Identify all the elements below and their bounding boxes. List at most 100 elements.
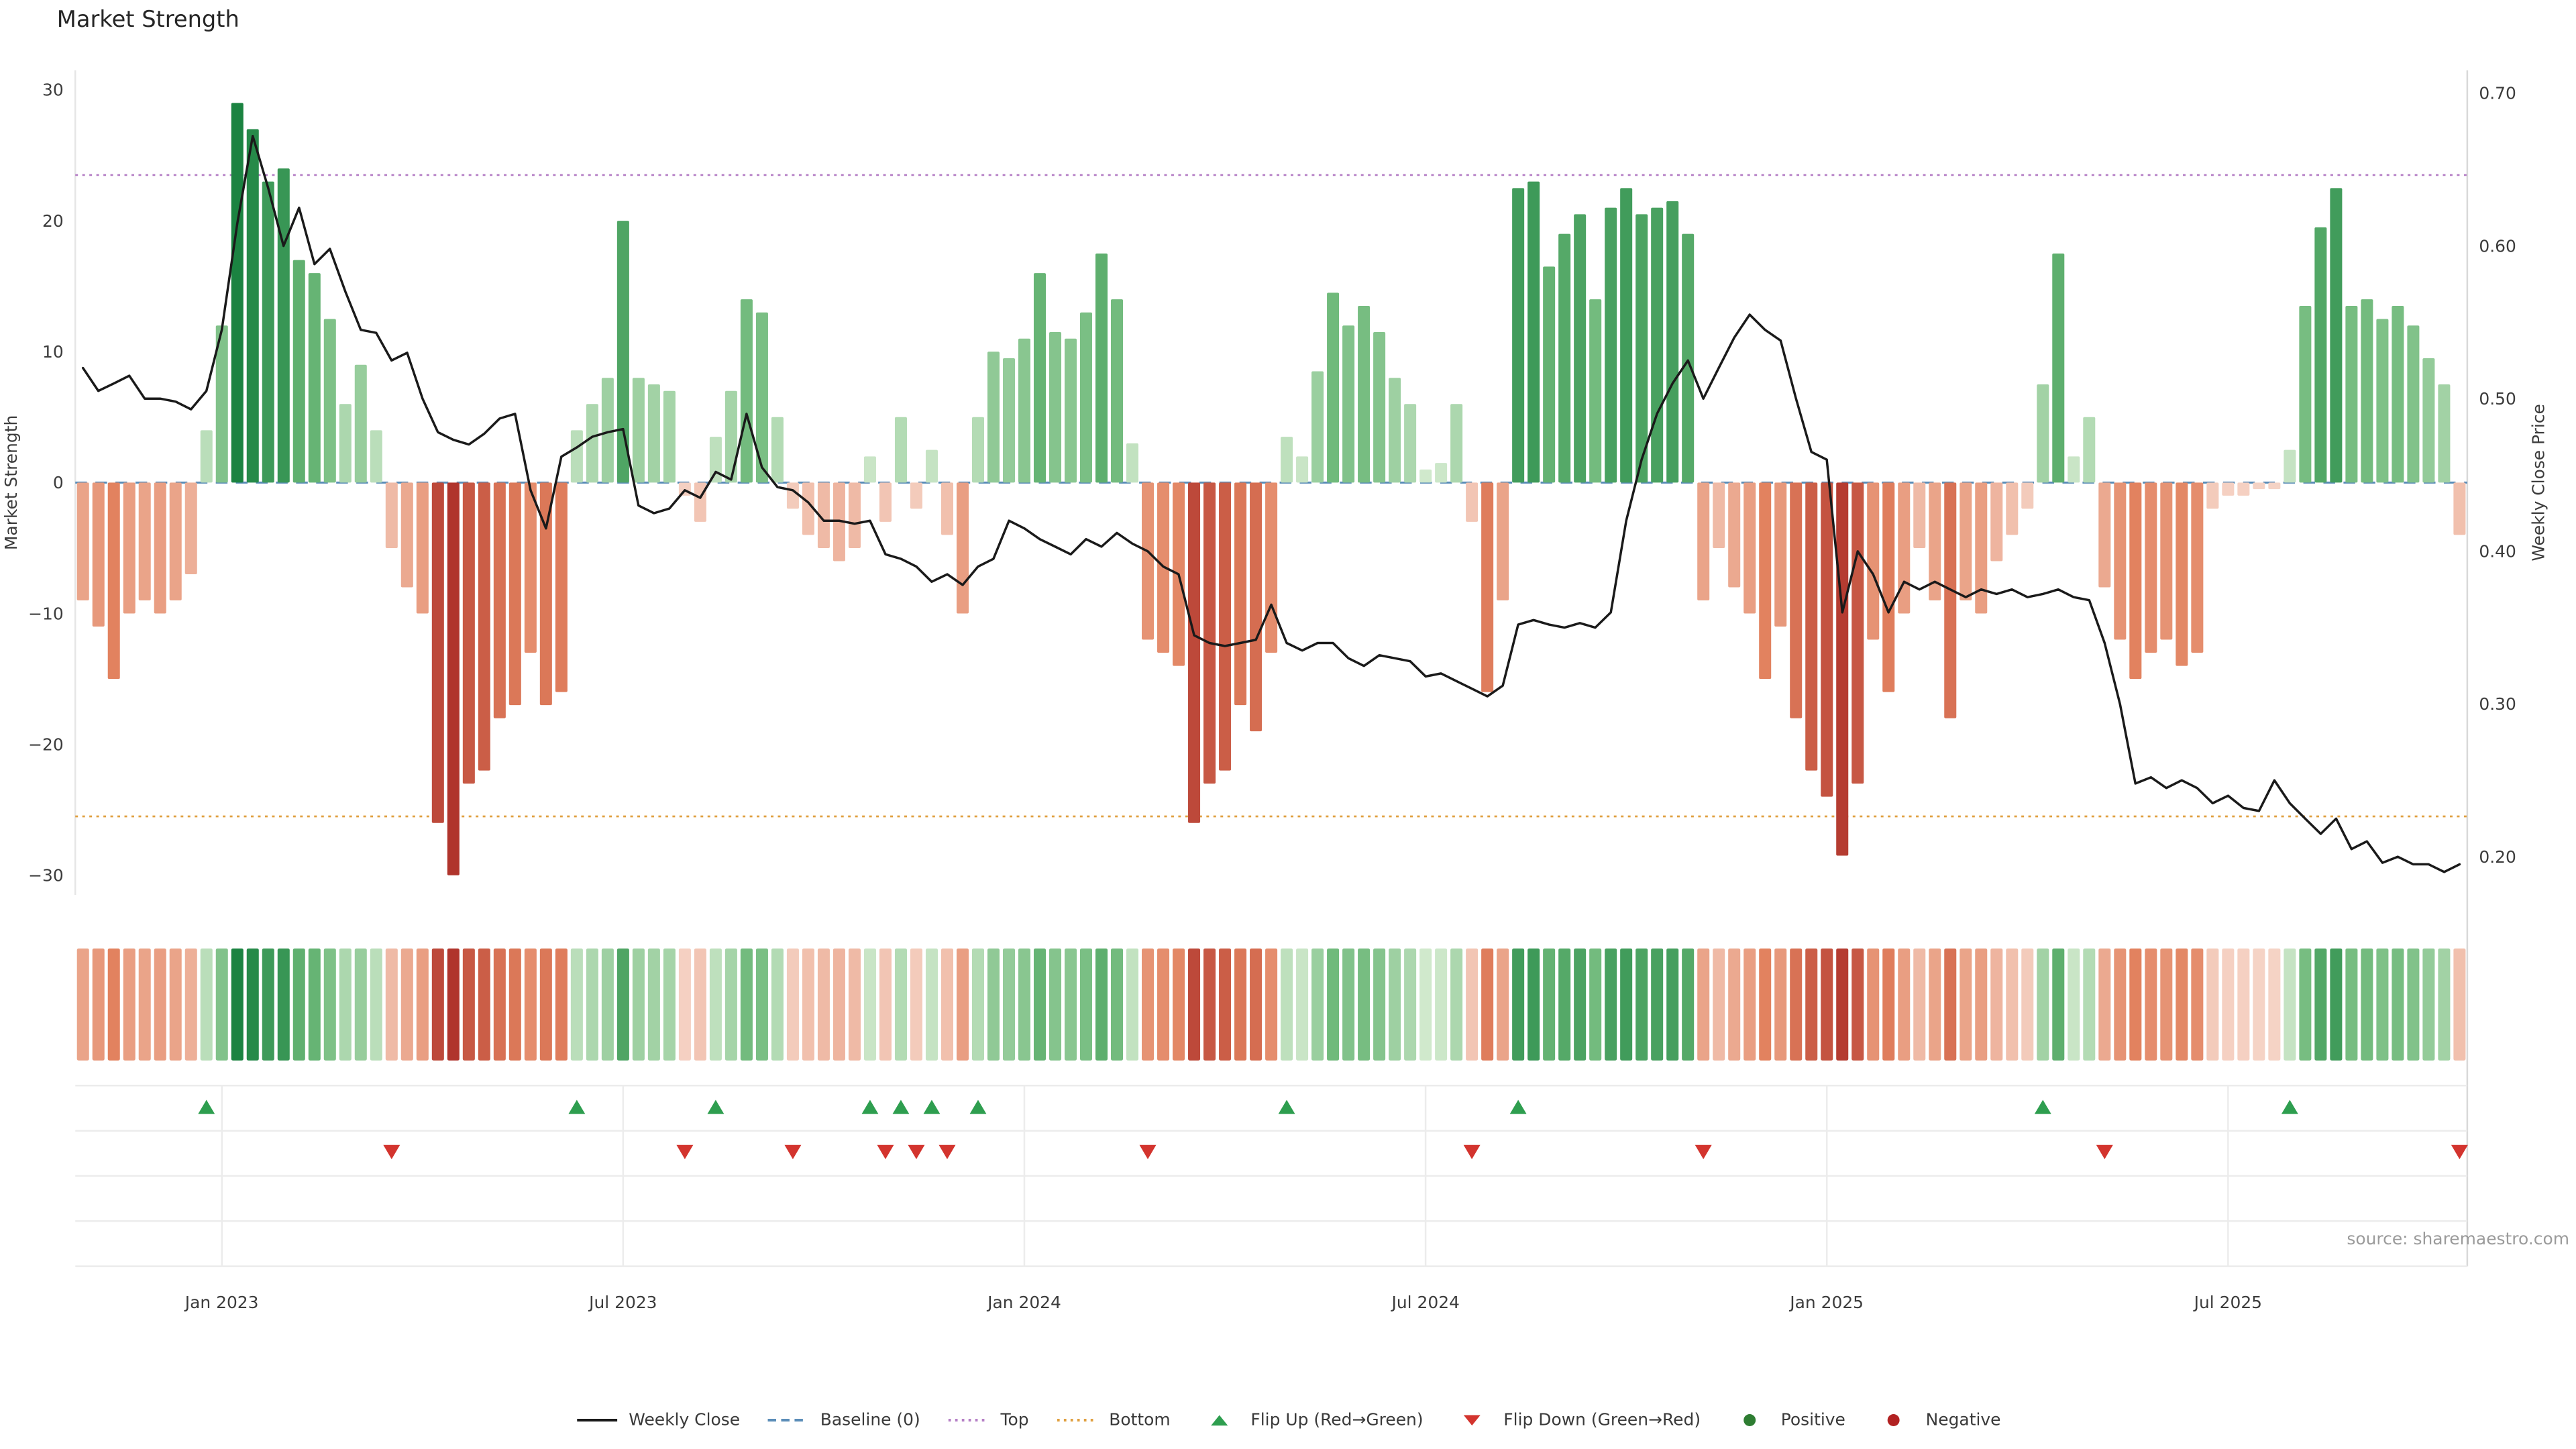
strength-bar <box>1898 482 1911 614</box>
legend-label: Weekly Close <box>629 1411 741 1430</box>
strength-bar <box>169 482 182 600</box>
strength-bar <box>184 482 197 574</box>
price-line-layer <box>81 134 2461 873</box>
heatmap-cell <box>1836 948 1849 1061</box>
heatmap-cell <box>786 948 799 1061</box>
strength-bar <box>92 482 105 627</box>
strength-bar <box>2083 417 2096 483</box>
heatmap-cell <box>2176 948 2188 1061</box>
chart-legend: Weekly Close Baseline (0) Top Bottom Flip Up… <box>0 1410 2576 1430</box>
legend-item-weekly-close: Weekly Close <box>575 1410 740 1430</box>
heatmap-cell <box>616 948 629 1061</box>
strength-bar <box>1512 188 1525 483</box>
legend-marker-line-icon <box>576 1418 617 1421</box>
heatmap-cell <box>416 948 429 1061</box>
heatmap-cell <box>555 948 568 1061</box>
heatmap-cell <box>1389 948 1401 1061</box>
heatmap-cell <box>1126 948 1139 1061</box>
strength-bar <box>1666 201 1679 483</box>
x-axis-tick-label: Jan 2024 <box>986 1293 1061 1312</box>
strength-bar <box>632 378 645 483</box>
strength-bar <box>1527 181 1540 483</box>
strength-bar <box>2438 384 2451 483</box>
heatmap-cell <box>354 948 367 1061</box>
strength-bar <box>277 168 290 483</box>
left-axis-title: Market Strength <box>1 415 21 550</box>
heatmap-cell <box>1589 948 1602 1061</box>
heatmap-cell <box>848 948 861 1061</box>
strength-bar <box>1836 482 1849 856</box>
heatmap-cell <box>1419 948 1432 1061</box>
heatmap-cell <box>2006 948 2019 1061</box>
strength-bar <box>1867 482 1880 640</box>
heatmap-cell <box>1743 948 1756 1061</box>
strength-bar <box>601 378 614 483</box>
heatmap-cell <box>2237 948 2250 1061</box>
heatmap-cell <box>1929 948 1941 1061</box>
heatmap-cell <box>1033 948 1046 1061</box>
heatmap-cell <box>1188 948 1201 1061</box>
strength-bar <box>339 404 352 483</box>
strength-bar <box>2330 188 2343 483</box>
flip-down-triangle-icon <box>383 1144 400 1159</box>
strength-bar <box>370 430 382 483</box>
strength-bar <box>2021 482 2034 509</box>
heatmap-cell <box>2021 948 2034 1061</box>
heatmap-cell <box>1728 948 1741 1061</box>
strength-bar <box>1064 338 1077 483</box>
x-axis-tick-label: Jan 2025 <box>1788 1293 1864 1312</box>
heatmap-cell <box>2284 948 2296 1061</box>
heatmap-cell <box>833 948 845 1061</box>
strength-bar <box>1713 482 1725 548</box>
heatmap-cell <box>2114 948 2127 1061</box>
heatmap-cell <box>2191 948 2204 1061</box>
strength-bar <box>1960 482 1972 600</box>
heatmap-cell <box>1512 948 1525 1061</box>
flip-up-markers-layer <box>198 1099 2298 1114</box>
heatmap-cell <box>1018 948 1030 1061</box>
strength-bar <box>1821 482 1833 797</box>
heatmap-cell <box>1790 948 1803 1061</box>
heatmap-cell <box>941 948 953 1061</box>
legend-label: Negative <box>1925 1411 2001 1430</box>
heatmap-cell <box>2206 948 2219 1061</box>
strength-bar <box>1265 482 1278 653</box>
strength-bar <box>354 364 367 483</box>
strength-bar <box>1975 482 1988 614</box>
heatmap-cell <box>292 948 305 1061</box>
strength-bar <box>1080 312 1093 483</box>
heatmap-cell <box>1605 948 1617 1061</box>
heatmap-cell <box>2453 948 2466 1061</box>
flip-down-triangle-icon <box>1695 1144 1712 1159</box>
strength-bar <box>1759 482 1772 680</box>
strength-bar <box>771 417 784 483</box>
heatmap-cell <box>663 948 676 1061</box>
right-axis-tick-label: 0.50 <box>2479 389 2516 409</box>
strength-bar <box>246 129 259 483</box>
strength-bar <box>1605 207 1617 483</box>
strength-bar <box>941 482 953 535</box>
flip-down-triangle-icon <box>2096 1144 2113 1159</box>
strength-bar <box>2345 305 2358 483</box>
heatmap-cell <box>431 948 444 1061</box>
heatmap-cell <box>1296 948 1309 1061</box>
legend-item-top: Top <box>947 1410 1029 1430</box>
strength-bar <box>724 390 737 483</box>
flip-up-triangle-icon <box>2281 1099 2298 1114</box>
heatmap-cell <box>246 948 259 1061</box>
heatmap-cell <box>925 948 938 1061</box>
heatmap-cell <box>1466 948 1479 1061</box>
strength-bar <box>817 482 830 548</box>
heatmap-cell <box>1682 948 1695 1061</box>
strength-bar <box>1342 325 1355 483</box>
heatmap-cell <box>647 948 660 1061</box>
flip-up-triangle-icon <box>198 1099 215 1114</box>
left-axis-tick-label: 30 <box>42 80 64 100</box>
left-axis-tick-label: −30 <box>28 866 64 885</box>
heatmap-cell <box>1080 948 1093 1061</box>
heatmap-strip-layer <box>76 948 2466 1061</box>
strength-bar <box>2299 305 2312 483</box>
chart-title: Market Strength <box>56 6 239 34</box>
x-axis-tick-label: Jul 2023 <box>588 1293 657 1312</box>
strength-bar <box>971 417 985 483</box>
